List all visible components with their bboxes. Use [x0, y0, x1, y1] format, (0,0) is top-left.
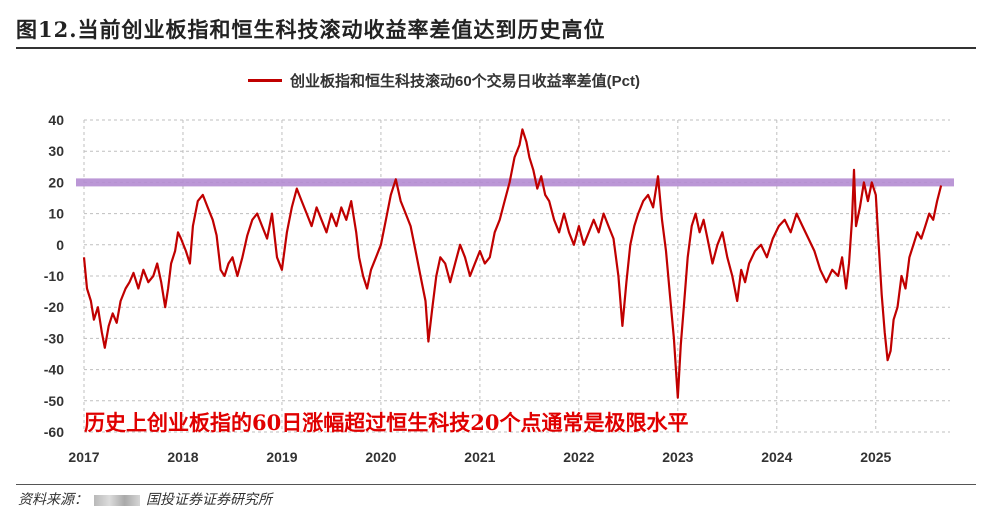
series-line	[82, 128, 943, 399]
y-tick-label: -50	[44, 393, 64, 409]
title-divider	[16, 47, 976, 49]
y-tick-label: -30	[44, 330, 64, 346]
y-tick-label: -10	[44, 268, 64, 284]
chart-legend: 创业板指和恒生科技滚动60个交易日收益率差值(Pct)	[248, 70, 640, 90]
x-tick-label: 2022	[563, 449, 594, 465]
y-tick-label: 0	[56, 237, 64, 253]
line-chart: 40 30 20 10 0 -10 -20 -30 -40 -50 -60 2017 2018 2019…	[44, 112, 954, 465]
y-axis-labels: 40 30 20 10 0 -10 -20 -30 -40 -50 -60	[44, 112, 64, 440]
x-tick-label: 2018	[167, 449, 198, 465]
source-label: 资料来源：	[18, 492, 88, 508]
legend-swatch	[248, 78, 282, 82]
page-title: 图12.当前创业板指和恒生科技滚动收益率差值达到历史高位	[16, 17, 606, 42]
y-tick-label: 30	[48, 143, 64, 159]
source-org: 国投证券证券研究所	[146, 492, 272, 508]
x-axis-labels: 2017 2018 2019 2020 2021 2022 2023 2024 2025	[68, 449, 891, 465]
source-note: 资料来源： 国投证券证券研究所	[18, 489, 272, 509]
series-lines	[82, 128, 943, 399]
y-tick-label: -60	[44, 424, 64, 440]
chart-grid	[83, 119, 950, 433]
reference-band-group	[76, 178, 954, 187]
y-tick-label: 10	[48, 206, 64, 222]
y-tick-label: 20	[48, 174, 64, 190]
x-tick-label: 2023	[662, 449, 693, 465]
x-tick-label: 2024	[761, 449, 792, 465]
x-tick-label: 2021	[464, 449, 495, 465]
source-divider	[16, 484, 976, 485]
legend-label: 创业板指和恒生科技滚动60个交易日收益率差值(Pct)	[290, 72, 641, 90]
y-tick-label: -20	[44, 299, 64, 315]
redacted-mark	[94, 494, 140, 506]
x-tick-label: 2025	[860, 449, 891, 465]
x-tick-label: 2020	[365, 449, 396, 465]
y-tick-label: 40	[48, 112, 64, 128]
x-tick-label: 2017	[68, 449, 99, 465]
y-tick-label: -40	[44, 362, 64, 378]
reference-band	[76, 178, 954, 187]
x-tick-label: 2019	[266, 449, 297, 465]
chart-annotation: 历史上创业板指的60日涨幅超过恒生科技20个点通常是极限水平	[84, 410, 688, 435]
